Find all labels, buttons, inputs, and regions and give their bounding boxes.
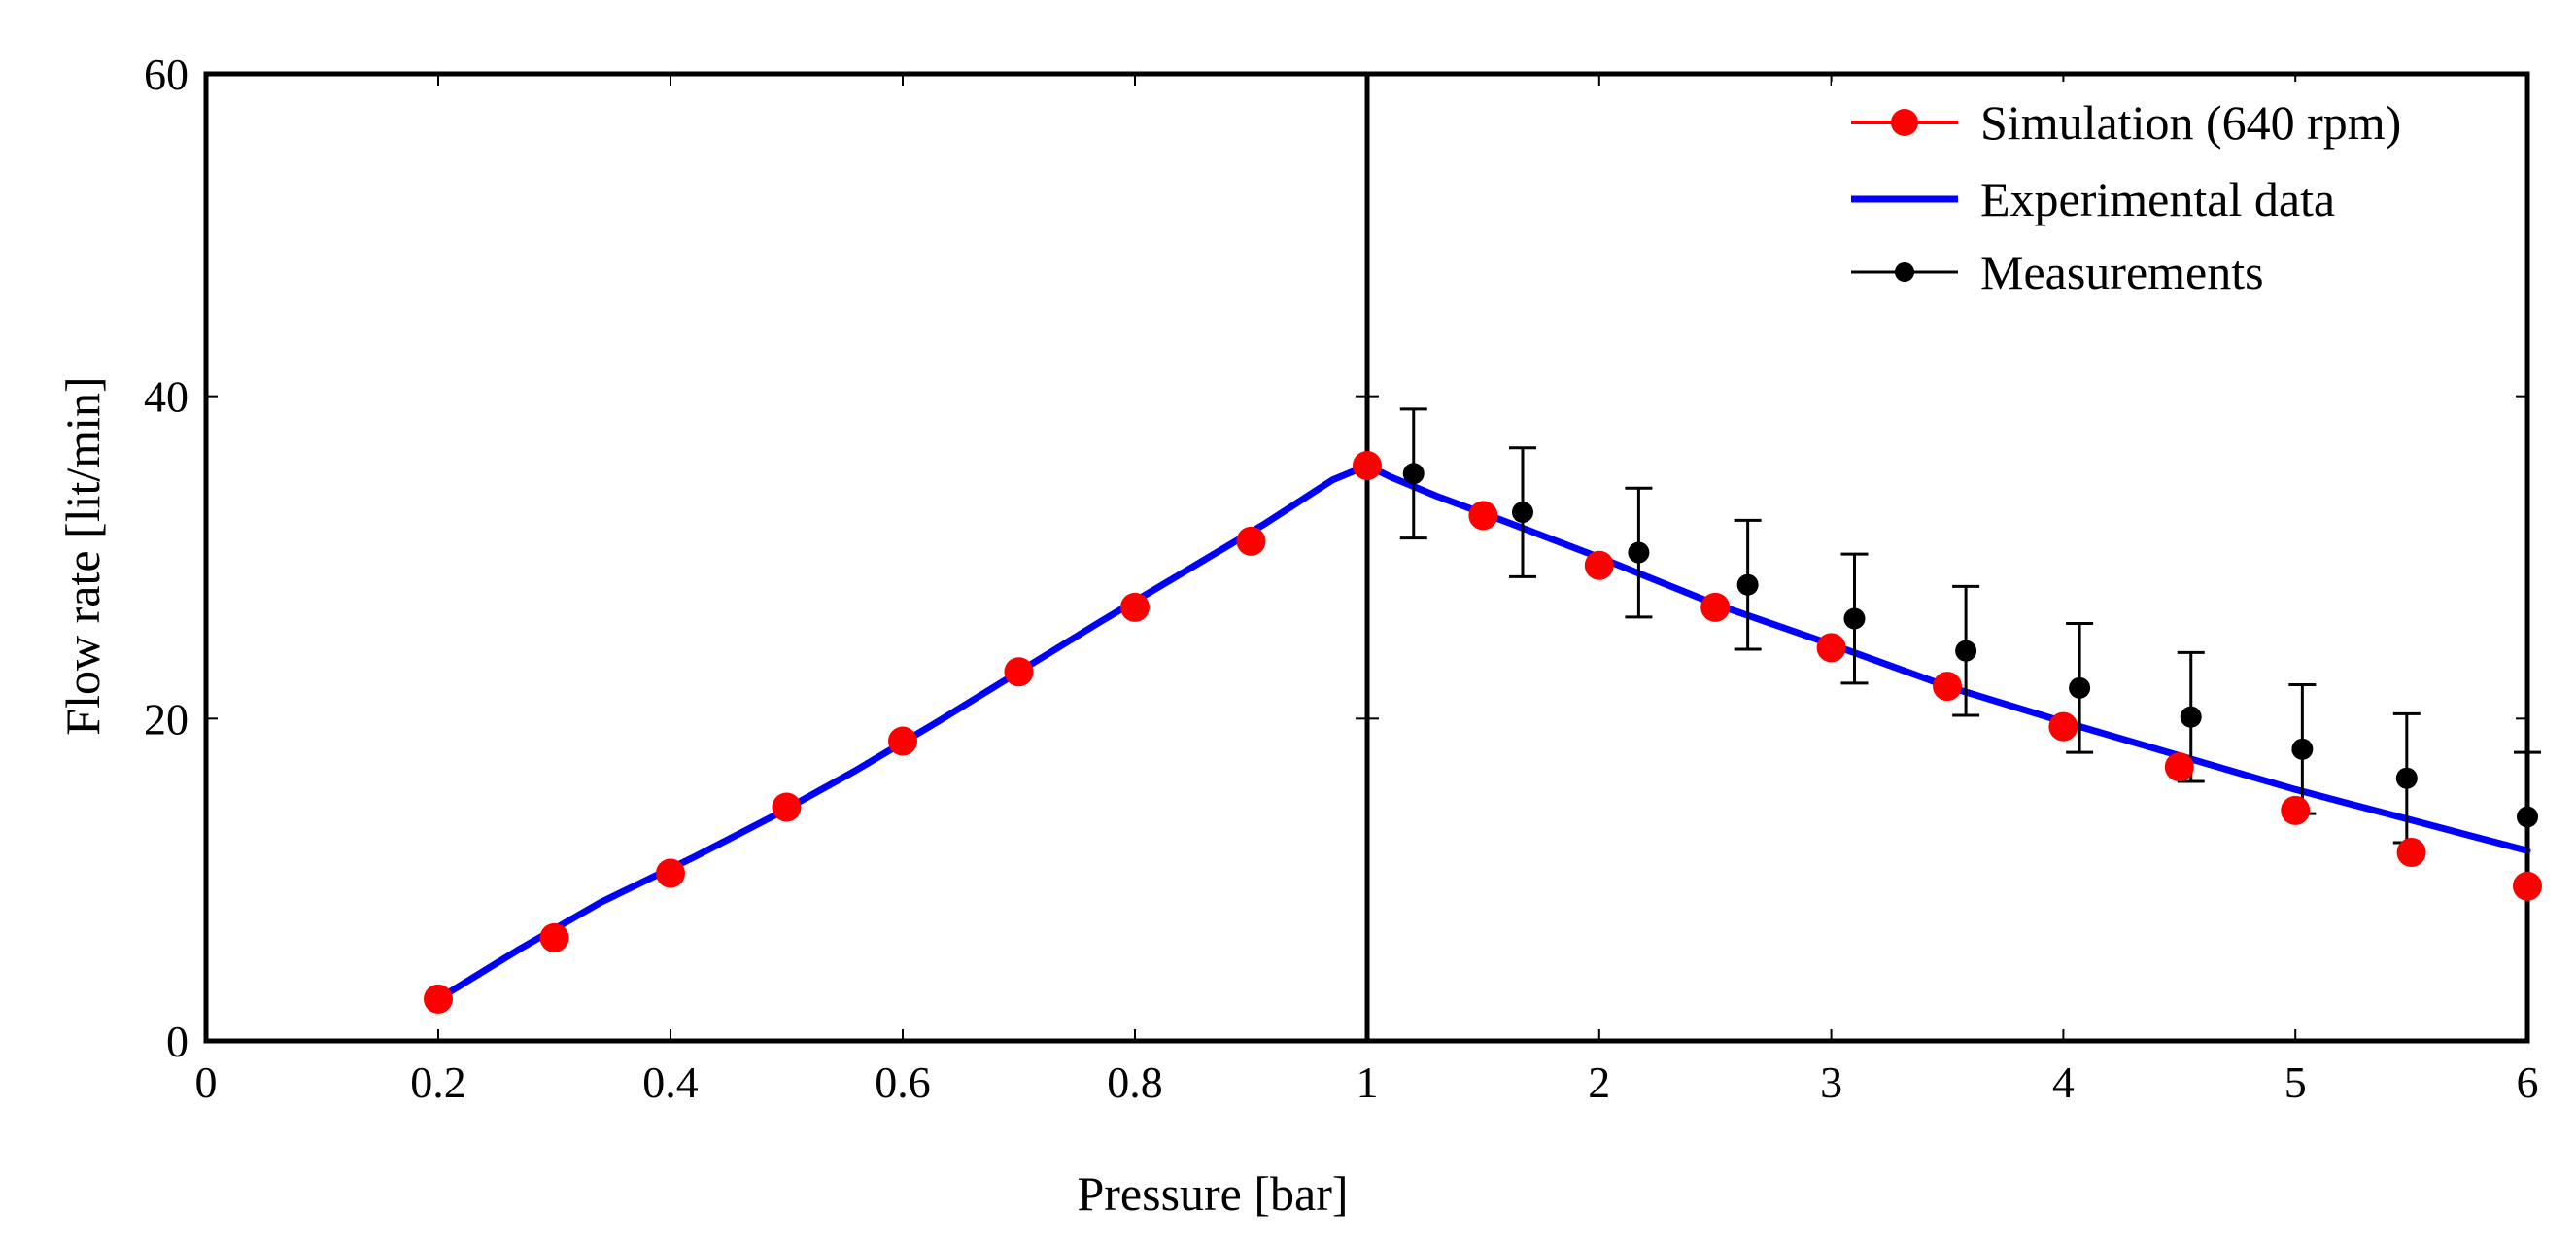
legend: Simulation (640 rpm) Experimental data M… <box>1832 82 2512 307</box>
simulation-point <box>2048 711 2078 742</box>
measurement-point <box>2180 706 2202 728</box>
x-tick-label: 3 <box>1820 1057 1842 1107</box>
simulation-point <box>656 858 685 888</box>
simulation-point <box>2396 837 2426 867</box>
legend-label-experimental: Experimental data <box>1980 172 2335 226</box>
simulation-point <box>1004 657 1034 687</box>
measurement-point <box>2291 738 2314 760</box>
measurement-point <box>1402 463 1425 485</box>
y-tick-label: 0 <box>166 1017 189 1066</box>
simulation-point <box>539 922 569 952</box>
x-tick-label: 1 <box>1357 1057 1379 1107</box>
simulation-point <box>2281 795 2311 825</box>
x-tick-label: 0 <box>195 1057 218 1107</box>
legend-label-simulation: Simulation (640 rpm) <box>1980 95 2401 150</box>
measurement-point <box>2517 806 2538 828</box>
measurement-point <box>1955 640 1977 662</box>
y-tick-label: 40 <box>144 372 189 422</box>
simulation-point <box>424 984 453 1014</box>
simulation-point <box>772 792 802 822</box>
measurement-point <box>1843 607 1866 630</box>
legend-label-measurements: Measurements <box>1980 245 2264 299</box>
measurement-point <box>1736 573 1759 596</box>
simulation-point <box>888 726 917 756</box>
x-tick-label: 5 <box>2284 1057 2307 1107</box>
simulation-point <box>1353 450 1382 480</box>
simulation-point <box>1468 501 1498 531</box>
x-tick-label: 6 <box>2517 1057 2539 1107</box>
x-tick-label: 0.6 <box>875 1057 931 1107</box>
measurement-point <box>2069 676 2091 699</box>
y-tick-label: 20 <box>144 694 189 744</box>
x-axis-title: Pressure [bar] <box>1077 1166 1348 1221</box>
x-tick-label: 4 <box>2052 1057 2075 1107</box>
measurement-point <box>2395 767 2418 789</box>
x-tick-label: 0.4 <box>642 1057 699 1107</box>
x-tick-label: 2 <box>1588 1057 1610 1107</box>
simulation-point <box>1700 592 1731 622</box>
legend-marker-measurements <box>1895 262 1914 282</box>
simulation-point <box>2164 752 2194 782</box>
simulation-point <box>2513 871 2542 901</box>
simulation-point <box>1236 526 1266 556</box>
measurement-point <box>1628 541 1650 564</box>
y-axis-title: Flow rate [lit/min] <box>55 376 110 735</box>
measurement-point <box>1511 502 1533 524</box>
panel-frame-low-pressure <box>203 71 1370 1044</box>
experimental-line-left <box>434 462 1371 1003</box>
y-tick-label: 60 <box>144 50 189 99</box>
simulation-point <box>1933 672 1962 702</box>
experimental-line-right <box>1363 462 2531 854</box>
x-tick-label: 0.8 <box>1107 1057 1163 1107</box>
panel-frame-high-pressure <box>1364 71 2530 1044</box>
simulation-point <box>1816 633 1846 663</box>
x-tick-label: 0.2 <box>410 1057 466 1107</box>
legend-box <box>1832 82 2512 307</box>
simulation-point <box>1120 592 1150 622</box>
simulation-point <box>1584 550 1614 580</box>
legend-marker-simulation <box>1891 109 1918 136</box>
